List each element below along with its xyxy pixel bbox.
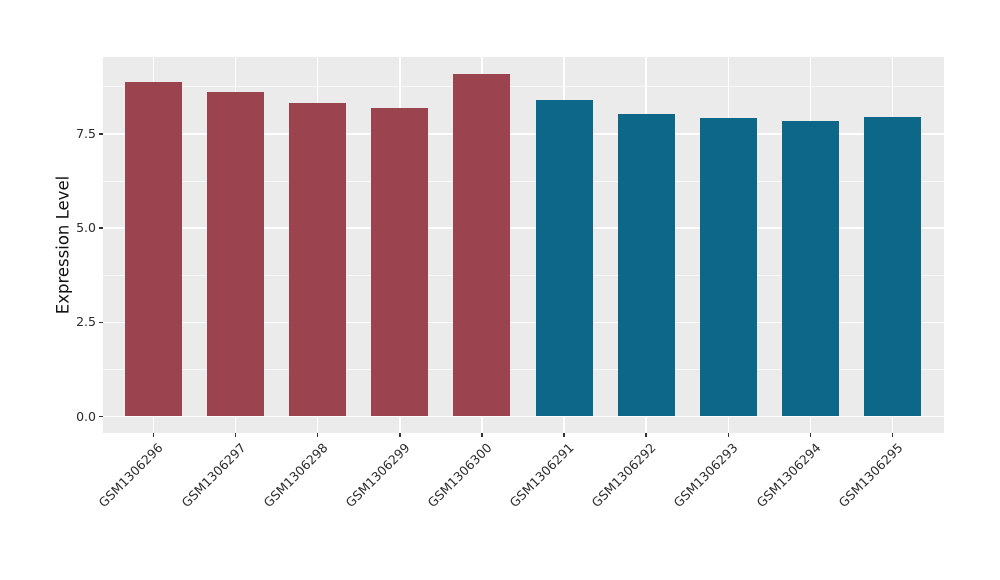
bar-GSM1306300 [453, 73, 511, 417]
bar-GSM1306291 [535, 99, 593, 417]
x-tick-mark [891, 433, 894, 437]
x-tick-mark [563, 433, 565, 437]
major-gridline [103, 415, 944, 418]
y-tick-label: 0.0 [76, 408, 96, 424]
y-tick-label: 5.0 [76, 220, 96, 236]
bar-GSM1306292 [617, 114, 675, 417]
minor-gridline [103, 86, 944, 88]
x-tick-mark [645, 433, 647, 437]
x-tick-mark [399, 433, 401, 437]
y-tick-label: 2.5 [76, 314, 96, 330]
bar-GSM1306293 [699, 118, 757, 417]
chart-panel [103, 57, 944, 433]
y-tick-mark [99, 415, 103, 418]
y-tick-label: 7.5 [76, 125, 96, 141]
x-tick-mark [809, 433, 812, 437]
y-axis-title: Expression Level [53, 175, 73, 315]
bar-GSM1306299 [371, 107, 429, 417]
major-gridline [103, 133, 944, 135]
bar-GSM1306294 [782, 121, 840, 417]
major-gridline [103, 321, 944, 324]
minor-gridline [103, 180, 944, 182]
x-tick-mark [481, 433, 483, 437]
bar-GSM1306295 [864, 116, 922, 417]
minor-gridline [103, 274, 944, 276]
y-tick-mark [99, 227, 103, 229]
minor-gridline [103, 368, 944, 370]
y-tick-mark [99, 321, 103, 324]
x-tick-mark [152, 433, 155, 437]
y-tick-mark [99, 133, 103, 135]
x-tick-mark [316, 433, 319, 437]
x-tick-mark [234, 433, 237, 437]
bar-GSM1306297 [207, 92, 265, 417]
bar-GSM1306296 [124, 81, 182, 417]
major-gridline [103, 227, 944, 229]
x-tick-mark [727, 433, 730, 437]
bar-GSM1306298 [289, 103, 347, 417]
